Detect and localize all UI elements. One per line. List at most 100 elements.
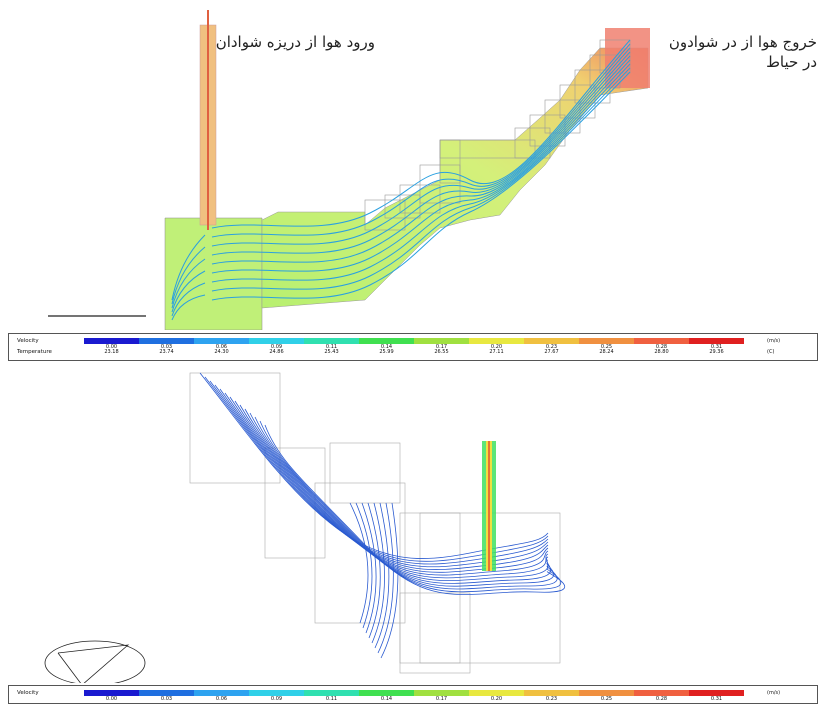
legend-velocity-temperature: Velocity (m/s) Temperature 23.18 23.74 24.… bbox=[8, 333, 818, 361]
velocity-bottom-swatch bbox=[524, 690, 579, 696]
streamline bbox=[374, 502, 390, 649]
flow-vector bbox=[211, 51, 631, 256]
temperature-tick: 29.36 bbox=[709, 349, 724, 355]
velocity-tick: 0.17 bbox=[435, 344, 448, 350]
velocity-unit-bottom: (m/s) bbox=[767, 690, 781, 696]
domain-box bbox=[264, 447, 326, 559]
flow-vector bbox=[211, 71, 631, 301]
temperature-tick: 28.24 bbox=[599, 349, 614, 355]
velocity-swatch bbox=[249, 338, 304, 344]
velocity-swatch bbox=[579, 338, 634, 344]
velocity-bottom-tick: 0.20 bbox=[490, 696, 503, 702]
velocity-bottom-swatch bbox=[579, 690, 634, 696]
section-temperature-plot bbox=[48, 10, 650, 330]
velocity-bottom-tick: 0.17 bbox=[435, 696, 448, 702]
velocity-bottom-tick: 0.03 bbox=[160, 696, 173, 702]
streamline bbox=[224, 392, 549, 573]
streamline bbox=[349, 502, 369, 624]
streamline bbox=[244, 408, 551, 584]
flow-vector bbox=[211, 59, 631, 274]
legend-velocity-bottom: Velocity (m/s) 0.00 0.03 0.06 0.09 0.11 0.14 0… bbox=[8, 685, 818, 704]
flow-vector bbox=[211, 63, 631, 283]
orientation-triangle bbox=[57, 644, 130, 683]
velocity-swatch bbox=[524, 338, 579, 344]
velocity-unit: (m/s) bbox=[767, 338, 781, 344]
velocity-swatch bbox=[304, 338, 359, 344]
streamline bbox=[380, 502, 399, 659]
temperature-tick: 28.80 bbox=[654, 349, 669, 355]
orientation-ellipse bbox=[44, 640, 146, 683]
flow-vector bbox=[171, 234, 206, 301]
domain-box bbox=[399, 592, 471, 674]
streamline bbox=[361, 502, 377, 634]
velocity-bottom-swatch bbox=[249, 690, 304, 696]
velocity-swatch bbox=[194, 338, 249, 344]
flow-vector bbox=[171, 282, 206, 317]
streamline bbox=[367, 502, 381, 639]
room-shape bbox=[164, 217, 263, 330]
velocity-bottom-tick: 0.00 bbox=[105, 696, 118, 702]
velocity-tick: 0.28 bbox=[655, 344, 668, 350]
temperature-tick: 23.74 bbox=[159, 349, 174, 355]
velocity-bottom-swatch bbox=[359, 690, 414, 696]
velocity-swatch bbox=[84, 338, 139, 344]
flow-vector bbox=[211, 47, 631, 247]
velocity-swatch bbox=[139, 338, 194, 344]
velocity-bottom-tick: 0.06 bbox=[215, 696, 228, 702]
velocity-bottom-tick: 0.25 bbox=[600, 696, 613, 702]
streamline bbox=[259, 420, 562, 593]
flow-vector bbox=[211, 39, 631, 229]
flow-vector bbox=[171, 270, 206, 313]
velocity-tick: 0.23 bbox=[545, 344, 558, 350]
velocity-bottom-swatch bbox=[469, 690, 524, 696]
temperature-tick: 27.11 bbox=[489, 349, 504, 355]
streamline bbox=[249, 412, 555, 587]
temperature-tick: 24.30 bbox=[214, 349, 229, 355]
velocity-bottom-tick: 0.14 bbox=[380, 696, 393, 702]
streamline bbox=[377, 502, 394, 654]
streamline bbox=[371, 502, 385, 644]
velocity-tick: 0.14 bbox=[380, 344, 393, 350]
temperature-tick: 26.55 bbox=[434, 349, 449, 355]
streamline-3d-plot bbox=[44, 372, 565, 683]
streamline bbox=[209, 380, 549, 565]
velocity-bottom-tick: 0.23 bbox=[545, 696, 558, 702]
domain-box bbox=[329, 442, 401, 504]
velocity-swatch bbox=[634, 338, 689, 344]
velocity-bottom-tick: 0.28 bbox=[655, 696, 668, 702]
streamline bbox=[234, 400, 549, 579]
outlet-annotation: خروج هوا از در شوادون در حیاط bbox=[668, 33, 817, 71]
velocity-tick: 0.25 bbox=[600, 344, 613, 350]
temperature-tick: 27.67 bbox=[544, 349, 559, 355]
velocity-tick: 0.20 bbox=[490, 344, 503, 350]
streamline bbox=[264, 424, 565, 595]
streamline bbox=[214, 384, 549, 568]
velocity-swatch bbox=[469, 338, 524, 344]
temperature-unit: (C) bbox=[767, 349, 775, 355]
velocity-tick: 0.03 bbox=[160, 344, 173, 350]
streamline bbox=[239, 404, 549, 581]
stair-step bbox=[574, 69, 611, 104]
velocity-swatch bbox=[359, 338, 414, 344]
velocity-tick: 0.09 bbox=[270, 344, 283, 350]
velocity-bottom-swatch bbox=[689, 690, 744, 696]
flow-vector bbox=[211, 43, 631, 238]
inlet-annotation: ورود هوا از دریزه شوادان bbox=[215, 33, 375, 51]
domain-box bbox=[189, 372, 281, 484]
flow-vector bbox=[171, 258, 206, 309]
velocity-bottom-swatch bbox=[634, 690, 689, 696]
velocity-tick: 0.31 bbox=[710, 344, 723, 350]
streamline bbox=[229, 396, 549, 576]
velocity-bottom-tick: 0.31 bbox=[710, 696, 723, 702]
temperature-tick: 23.18 bbox=[104, 349, 119, 355]
streamline bbox=[204, 376, 549, 562]
velocity-bottom-tick: 0.09 bbox=[270, 696, 283, 702]
velocity-bottom-swatch bbox=[304, 690, 359, 696]
velocity-label: Velocity bbox=[17, 338, 39, 344]
velocity-bottom-swatch bbox=[414, 690, 469, 696]
streamline bbox=[254, 416, 558, 590]
flow-vector bbox=[211, 67, 631, 292]
temperature-tick: 25.99 bbox=[379, 349, 394, 355]
velocity-tick: 0.06 bbox=[215, 344, 228, 350]
